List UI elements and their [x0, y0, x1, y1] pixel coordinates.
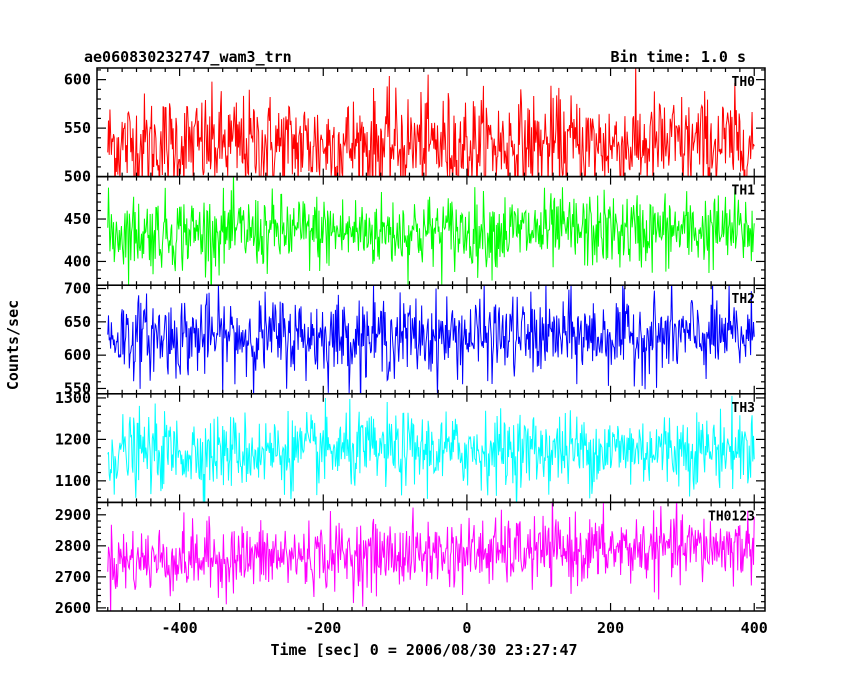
- y-tick-label: 2600: [55, 599, 91, 617]
- x-axis-title: Time [sec] 0 = 2006/08/30 23:27:47: [270, 641, 577, 659]
- x-tick-label: -400: [162, 619, 198, 637]
- series-line-th0123: [107, 502, 755, 611]
- x-axis: -400 -200 0 200 400: [162, 619, 768, 637]
- y-tick-label: 600: [64, 71, 91, 89]
- panel-label-th1: TH1: [732, 184, 756, 199]
- panel-th2: 550 600 650 700 TH2: [64, 280, 766, 397]
- y-tick-label: 2700: [55, 568, 91, 586]
- y-tick-label: 1300: [55, 389, 91, 407]
- series-line-th0: [107, 68, 755, 177]
- series-line-th3: [107, 395, 755, 503]
- y-tick-label: 1200: [55, 430, 91, 448]
- x-tick-label: -200: [305, 619, 341, 637]
- y-tick-label: 450: [64, 210, 91, 228]
- panel-label-th0: TH0: [732, 75, 756, 90]
- y-tick-label: 2800: [55, 537, 91, 555]
- y-tick-label: 500: [64, 168, 91, 186]
- panel-label-th3: TH3: [732, 401, 755, 416]
- x-tick-label: 0: [462, 619, 471, 637]
- bin-time-label: Bin time: 1.0 s: [611, 48, 746, 66]
- panel-th0123: 2600 2700 2800 2900 TH0123: [55, 501, 766, 617]
- panel-th3: 1100 1200 1300 TH3: [55, 389, 766, 504]
- panel-label-th2: TH2: [732, 292, 755, 307]
- panel-label-th0123: TH0123: [708, 509, 755, 524]
- y-tick-label: 700: [64, 280, 91, 298]
- panels: 500 550 600 TH0 400 450 TH1 550 600 650 700 TH2 1100…: [55, 67, 766, 617]
- y-tick-label: 2900: [55, 506, 91, 524]
- panel-th1: 400 450 TH1: [64, 175, 766, 286]
- y-axis-title: Counts/sec: [4, 300, 22, 390]
- panel-frame: [96, 501, 766, 612]
- x-tick-label: 200: [597, 619, 624, 637]
- x-tick-label: 400: [741, 619, 768, 637]
- y-tick-label: 400: [64, 252, 91, 270]
- y-tick-label: 650: [64, 313, 91, 331]
- y-tick-label: 550: [64, 379, 91, 397]
- chart-title: ae060830232747_wam3_trn: [84, 48, 292, 66]
- y-tick-label: 600: [64, 346, 91, 364]
- y-tick-label: 1100: [55, 472, 91, 490]
- series-line-th2: [107, 285, 755, 394]
- series-line-th1: [107, 176, 755, 286]
- y-tick-label: 550: [64, 119, 91, 137]
